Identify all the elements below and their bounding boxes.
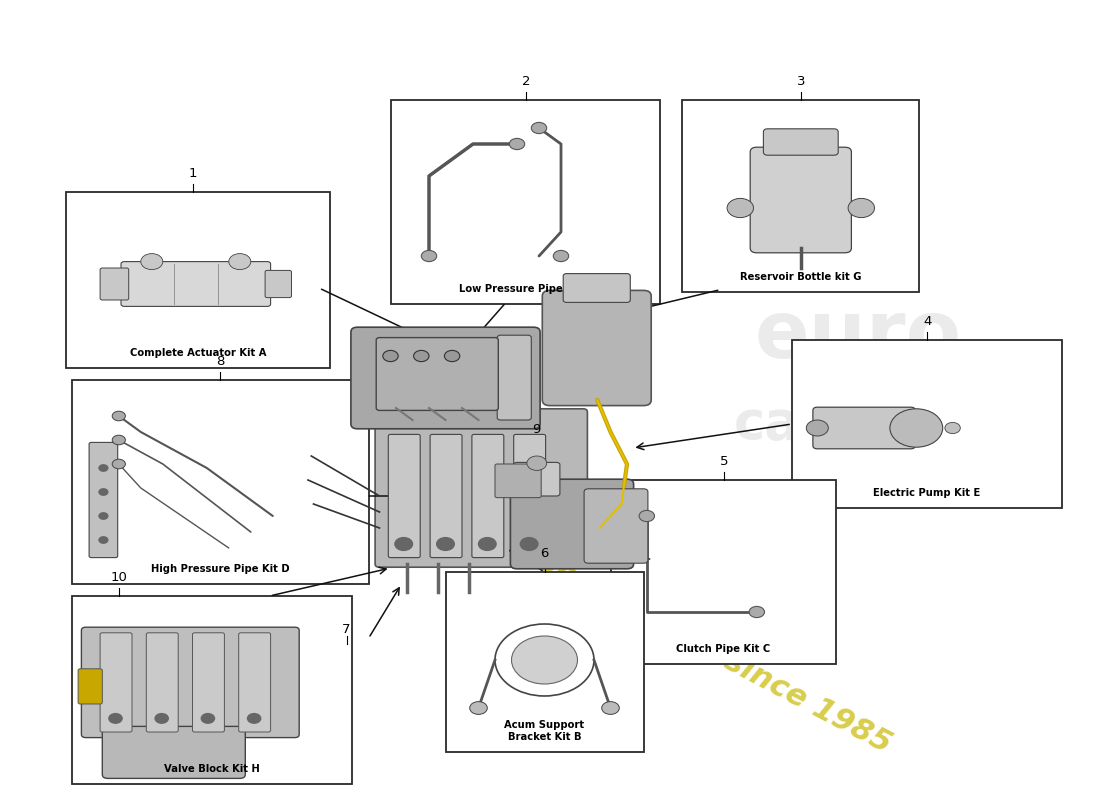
- Text: carparts: carparts: [734, 398, 982, 450]
- Circle shape: [444, 350, 460, 362]
- Bar: [72, 596, 352, 784]
- FancyBboxPatch shape: [813, 407, 915, 449]
- FancyBboxPatch shape: [763, 129, 838, 155]
- Text: a passion for parts since 1985: a passion for parts since 1985: [424, 490, 896, 758]
- Circle shape: [99, 513, 108, 519]
- Bar: [390, 100, 660, 304]
- Circle shape: [99, 537, 108, 543]
- Text: Reservoir Bottle kit G: Reservoir Bottle kit G: [739, 272, 861, 282]
- Circle shape: [437, 538, 454, 550]
- Bar: [72, 380, 368, 584]
- FancyBboxPatch shape: [584, 489, 648, 563]
- Circle shape: [109, 714, 122, 723]
- FancyBboxPatch shape: [430, 434, 462, 558]
- Text: 4: 4: [923, 315, 932, 328]
- Text: 9: 9: [532, 423, 541, 436]
- Circle shape: [99, 465, 108, 471]
- Circle shape: [602, 702, 619, 714]
- Circle shape: [99, 489, 108, 495]
- Circle shape: [527, 456, 547, 470]
- FancyBboxPatch shape: [376, 338, 498, 410]
- Text: 10: 10: [110, 571, 128, 584]
- FancyBboxPatch shape: [100, 633, 132, 732]
- FancyBboxPatch shape: [495, 464, 541, 498]
- Circle shape: [749, 606, 764, 618]
- Circle shape: [112, 411, 125, 421]
- Bar: [66, 192, 330, 368]
- Circle shape: [470, 702, 487, 714]
- FancyBboxPatch shape: [102, 726, 245, 778]
- FancyBboxPatch shape: [497, 335, 531, 420]
- Text: 1: 1: [188, 167, 197, 180]
- FancyBboxPatch shape: [121, 262, 271, 306]
- Text: 6: 6: [540, 547, 549, 560]
- FancyBboxPatch shape: [351, 327, 540, 429]
- Circle shape: [512, 636, 578, 684]
- FancyBboxPatch shape: [375, 409, 587, 567]
- Text: Electric Pump Kit E: Electric Pump Kit E: [873, 488, 980, 498]
- Text: Clutch Pipe Kit C: Clutch Pipe Kit C: [676, 645, 770, 654]
- Circle shape: [395, 538, 412, 550]
- Circle shape: [806, 420, 828, 436]
- Circle shape: [478, 538, 496, 550]
- Text: Low Pressure Pipe Kit F: Low Pressure Pipe Kit F: [459, 284, 592, 294]
- Text: Acum Support
Bracket Kit B: Acum Support Bracket Kit B: [505, 720, 584, 742]
- Text: 3: 3: [796, 75, 805, 88]
- Text: Valve Block Kit H: Valve Block Kit H: [164, 765, 260, 774]
- FancyBboxPatch shape: [146, 633, 178, 732]
- Circle shape: [155, 714, 168, 723]
- FancyBboxPatch shape: [388, 434, 420, 558]
- Bar: [792, 340, 1062, 508]
- FancyBboxPatch shape: [100, 268, 129, 300]
- FancyBboxPatch shape: [514, 462, 560, 496]
- Circle shape: [848, 198, 874, 218]
- Circle shape: [945, 422, 960, 434]
- FancyBboxPatch shape: [89, 442, 118, 558]
- Text: euro: euro: [755, 297, 961, 375]
- Circle shape: [520, 538, 538, 550]
- Circle shape: [727, 198, 754, 218]
- FancyBboxPatch shape: [239, 633, 271, 732]
- FancyBboxPatch shape: [750, 147, 851, 253]
- Text: 2: 2: [521, 75, 530, 88]
- Text: 8: 8: [216, 355, 224, 368]
- FancyBboxPatch shape: [192, 633, 224, 732]
- Circle shape: [421, 250, 437, 262]
- Circle shape: [509, 138, 525, 150]
- FancyBboxPatch shape: [265, 270, 292, 298]
- FancyBboxPatch shape: [78, 669, 102, 704]
- Bar: [682, 100, 918, 292]
- Circle shape: [201, 714, 214, 723]
- Bar: [446, 572, 644, 752]
- Circle shape: [112, 435, 125, 445]
- Circle shape: [112, 459, 125, 469]
- FancyBboxPatch shape: [563, 274, 630, 302]
- Text: 5: 5: [719, 455, 728, 468]
- Bar: [610, 480, 836, 664]
- Circle shape: [248, 714, 261, 723]
- Text: Complete Actuator Kit A: Complete Actuator Kit A: [130, 349, 266, 358]
- FancyBboxPatch shape: [510, 479, 634, 569]
- FancyBboxPatch shape: [472, 434, 504, 558]
- Circle shape: [531, 122, 547, 134]
- FancyBboxPatch shape: [81, 627, 299, 738]
- Circle shape: [639, 510, 654, 522]
- Text: High Pressure Pipe Kit D: High Pressure Pipe Kit D: [151, 565, 289, 574]
- Circle shape: [414, 350, 429, 362]
- Circle shape: [141, 254, 163, 270]
- Circle shape: [553, 250, 569, 262]
- Circle shape: [383, 350, 398, 362]
- Text: 7: 7: [342, 623, 351, 636]
- Circle shape: [890, 409, 943, 447]
- FancyBboxPatch shape: [514, 434, 546, 558]
- FancyBboxPatch shape: [542, 290, 651, 406]
- Circle shape: [229, 254, 251, 270]
